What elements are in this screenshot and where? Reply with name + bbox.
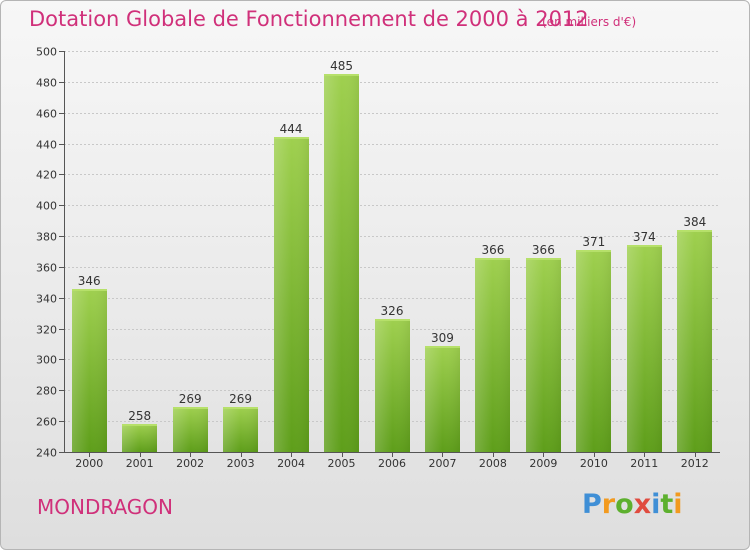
data-label: 384 (683, 215, 706, 229)
bar-shine (173, 407, 208, 452)
data-label: 371 (582, 235, 605, 249)
bar-shine (526, 258, 561, 452)
logo-letter: i (651, 489, 661, 520)
y-tick-label: 500 (36, 46, 57, 59)
logo-letter: x (633, 489, 652, 520)
bar-shine (223, 407, 258, 452)
bar-shine (627, 245, 662, 452)
logo-letter: r (601, 489, 616, 520)
y-tick-label: 240 (36, 447, 57, 460)
data-label: 258 (128, 409, 151, 423)
x-tick-label: 2009 (529, 457, 557, 470)
bar-shine (375, 319, 410, 452)
data-label: 326 (381, 304, 404, 318)
x-tick-label: 2003 (227, 457, 255, 470)
chart-units: (en milliers d'€) (542, 15, 637, 29)
y-tick-label: 400 (36, 200, 57, 213)
y-tick-label: 300 (36, 354, 57, 367)
bar-cap (122, 424, 157, 426)
bar-shine (122, 424, 157, 452)
bars (72, 74, 712, 452)
x-tick-label: 2008 (479, 457, 507, 470)
bar-cap (425, 346, 460, 348)
x-tick-label: 2012 (681, 457, 709, 470)
x-tick-label: 2011 (630, 457, 658, 470)
y-tick-label: 460 (36, 108, 57, 121)
y-tick-label: 260 (36, 416, 57, 429)
x-tick-label: 2005 (328, 457, 356, 470)
data-label: 269 (229, 392, 252, 406)
x-tick-label: 2010 (580, 457, 608, 470)
bar-cap (72, 289, 107, 291)
proxiti-logo: Proxiti (582, 489, 683, 520)
axes: 240 260 280 300 320 340 360 380 400 420 440 460 480 5… (36, 46, 720, 460)
bar-cap (576, 250, 611, 252)
bar-shine (274, 137, 309, 452)
labels: 346 2000 258 2001 269 2002 269 2003 444 2004 485 20… (75, 59, 709, 470)
x-tick-label: 2000 (75, 457, 103, 470)
x-tick-label: 2006 (378, 457, 406, 470)
data-label: 346 (78, 274, 101, 288)
data-label: 309 (431, 331, 454, 345)
x-tick-label: 2002 (176, 457, 204, 470)
y-tick-label: 320 (36, 324, 57, 337)
logo-letter: i (673, 489, 683, 520)
bar-cap (274, 137, 309, 139)
x-tick-label: 2001 (126, 457, 154, 470)
bar-cap (223, 407, 258, 409)
bar-shine (72, 289, 107, 452)
bar-shine (425, 346, 460, 452)
bar-shine (576, 250, 611, 452)
logo-letter: P (582, 489, 602, 520)
y-tick-label: 360 (36, 262, 57, 275)
logo-letter: o (615, 489, 634, 520)
x-tick-label: 2007 (428, 457, 456, 470)
data-label: 374 (633, 230, 656, 244)
commune-name: MONDRAGON (37, 495, 173, 519)
data-label: 366 (532, 243, 555, 257)
bar-cap (375, 319, 410, 321)
bar-cap (526, 258, 561, 260)
bar-shine (324, 74, 359, 452)
y-tick-label: 440 (36, 139, 57, 152)
bar-shine (475, 258, 510, 452)
y-tick-label: 280 (36, 385, 57, 398)
bar-cap (324, 74, 359, 76)
logo-letter: t (660, 489, 674, 520)
y-tick-label: 420 (36, 169, 57, 182)
bar-cap (627, 245, 662, 247)
y-tick-label: 480 (36, 77, 57, 90)
y-tick-label: 380 (36, 231, 57, 244)
data-label: 444 (280, 122, 303, 136)
bar-cap (173, 407, 208, 409)
bar-cap (475, 258, 510, 260)
data-label: 366 (481, 243, 504, 257)
x-tick-label: 2004 (277, 457, 305, 470)
bar-shine (677, 230, 712, 452)
data-label: 485 (330, 59, 353, 73)
bar-cap (677, 230, 712, 232)
y-tick-label: 340 (36, 293, 57, 306)
data-label: 269 (179, 392, 202, 406)
chart-title: Dotation Globale de Fonctionnement de 20… (29, 7, 589, 31)
